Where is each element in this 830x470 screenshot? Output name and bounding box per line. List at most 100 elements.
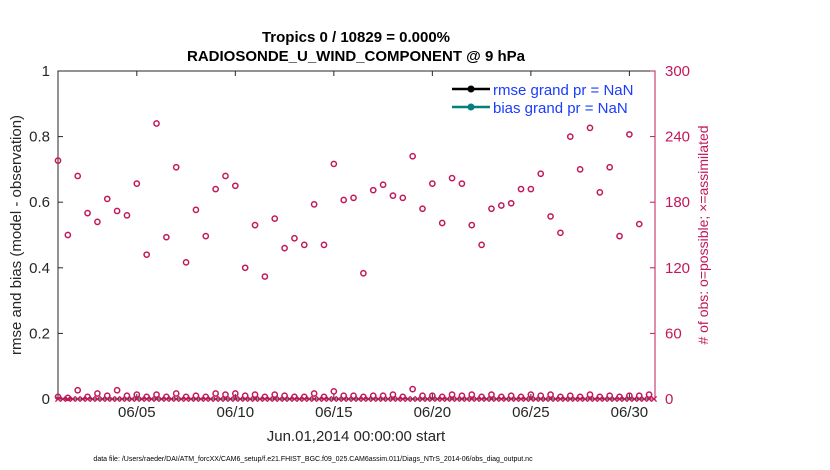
possible-obs-point	[103, 195, 111, 203]
assimilated-obs-point	[69, 395, 76, 403]
assimilated-obs-point	[266, 395, 273, 403]
possible-obs-point	[153, 391, 160, 398]
assimilated-obs-point	[320, 395, 328, 403]
possible-obs-point	[310, 201, 318, 208]
possible-obs-point	[596, 189, 604, 196]
possible-obs-point	[507, 199, 515, 207]
possible-obs-point	[143, 251, 151, 259]
y-tick-label: 0.6	[29, 194, 50, 211]
assimilated-obs-point	[567, 395, 574, 403]
assimilated-obs-point	[276, 395, 283, 403]
assimilated-obs-point	[192, 395, 199, 403]
data-marks	[54, 120, 658, 403]
assimilated-obs-point	[261, 395, 268, 403]
x-tick-label: 06/25	[512, 404, 550, 421]
assimilated-obs-point	[473, 395, 480, 403]
assimilated-obs-point	[227, 395, 234, 403]
assimilated-obs-point	[586, 395, 594, 403]
possible-obs-point	[488, 391, 495, 398]
possible-obs-point	[389, 192, 397, 199]
y-axis-label: rmse and bias (model - observation)	[8, 115, 25, 355]
assimilated-obs-point	[217, 395, 224, 403]
possible-obs-point	[586, 124, 594, 132]
assimilated-obs-point	[434, 395, 441, 403]
legend: rmse grand pr = NaN bias grand pr = NaN	[445, 78, 649, 118]
assimilated-obs-point	[493, 395, 500, 403]
legend-rmse-marker	[467, 85, 475, 93]
legend-rmse-label: rmse grand pr = NaN	[493, 82, 633, 99]
assimilated-obs-point	[429, 395, 436, 403]
possible-obs-point	[202, 232, 210, 240]
assimilated-obs-point	[532, 395, 539, 403]
assimilated-obs-point	[212, 395, 219, 403]
assimilated-obs-point	[178, 395, 185, 403]
assimilated-obs-point	[399, 395, 406, 403]
assimilated-obs-point	[84, 395, 91, 403]
possible-obs-point	[310, 390, 318, 397]
possible-obs-point	[350, 194, 357, 202]
assimilated-obs-point	[611, 395, 618, 403]
assimilated-obs-point	[301, 395, 308, 403]
possible-obs-point	[231, 182, 239, 190]
assimilated-obs-point	[478, 395, 485, 403]
assimilated-obs-point	[414, 395, 421, 403]
possible-obs-point	[320, 241, 328, 249]
legend-bias-label: bias grand pr = NaN	[493, 100, 628, 117]
assimilated-obs-point	[646, 395, 653, 403]
x-tick-label: 06/20	[414, 404, 452, 421]
possible-obs-point	[547, 391, 554, 398]
y-tick-label: 0.8	[29, 129, 50, 146]
assimilated-obs-point	[237, 395, 244, 403]
possible-obs-point	[271, 391, 279, 398]
assimilated-obs-point	[498, 395, 505, 403]
possible-obs-point	[192, 206, 200, 214]
possible-obs-point	[409, 152, 417, 160]
assimilated-obs-point	[596, 395, 603, 403]
assimilated-obs-point	[104, 395, 111, 403]
assimilated-obs-point	[581, 395, 589, 403]
assimilated-obs-point	[109, 395, 116, 403]
possible-obs-point	[113, 207, 121, 215]
possible-obs-point	[84, 209, 91, 217]
assimilated-obs-point	[340, 395, 347, 403]
possible-obs-point	[231, 390, 239, 397]
assimilated-obs-point	[153, 395, 160, 403]
x-tick-label: 06/15	[315, 404, 353, 421]
x-tick-label: 06/30	[611, 404, 649, 421]
assimilated-obs-point	[370, 395, 377, 403]
possible-obs-point	[645, 391, 653, 398]
possible-obs-point	[537, 170, 545, 178]
possible-obs-point	[74, 172, 82, 180]
assimilated-obs-point	[207, 395, 214, 403]
assimilated-obs-point	[133, 395, 140, 403]
assimilated-obs-point	[636, 395, 643, 403]
assimilated-obs-point	[197, 395, 204, 403]
assimilated-obs-point	[232, 395, 239, 403]
possible-obs-point	[379, 181, 387, 189]
assimilated-obs-point	[616, 395, 623, 403]
assimilated-obs-point	[59, 395, 66, 403]
possible-obs-point	[399, 194, 407, 202]
assimilated-obs-point	[439, 395, 446, 403]
assimilated-obs-point	[650, 395, 658, 403]
possible-obs-point	[468, 221, 476, 229]
possible-obs-point	[153, 120, 160, 127]
y-tick-label: 0	[42, 391, 50, 408]
assimilated-obs-point	[173, 395, 180, 403]
assimilated-obs-point	[503, 395, 510, 403]
possible-obs-point	[497, 202, 505, 209]
assimilated-obs-point	[453, 395, 461, 403]
assimilated-obs-point	[286, 395, 293, 403]
assimilated-obs-point	[448, 395, 456, 403]
possible-obs-point	[222, 172, 229, 180]
assimilated-obs-point	[547, 395, 554, 403]
assimilated-obs-point	[444, 395, 451, 403]
assimilated-obs-point	[291, 395, 298, 403]
assimilated-obs-point	[641, 395, 648, 403]
possible-obs-point	[300, 241, 308, 249]
data-file-footer: data file: /Users/raeder/DAI/ATM_forcXX/…	[93, 456, 533, 463]
assimilated-obs-point	[251, 395, 259, 403]
assimilated-obs-point	[355, 395, 362, 403]
possible-obs-point	[635, 220, 643, 228]
